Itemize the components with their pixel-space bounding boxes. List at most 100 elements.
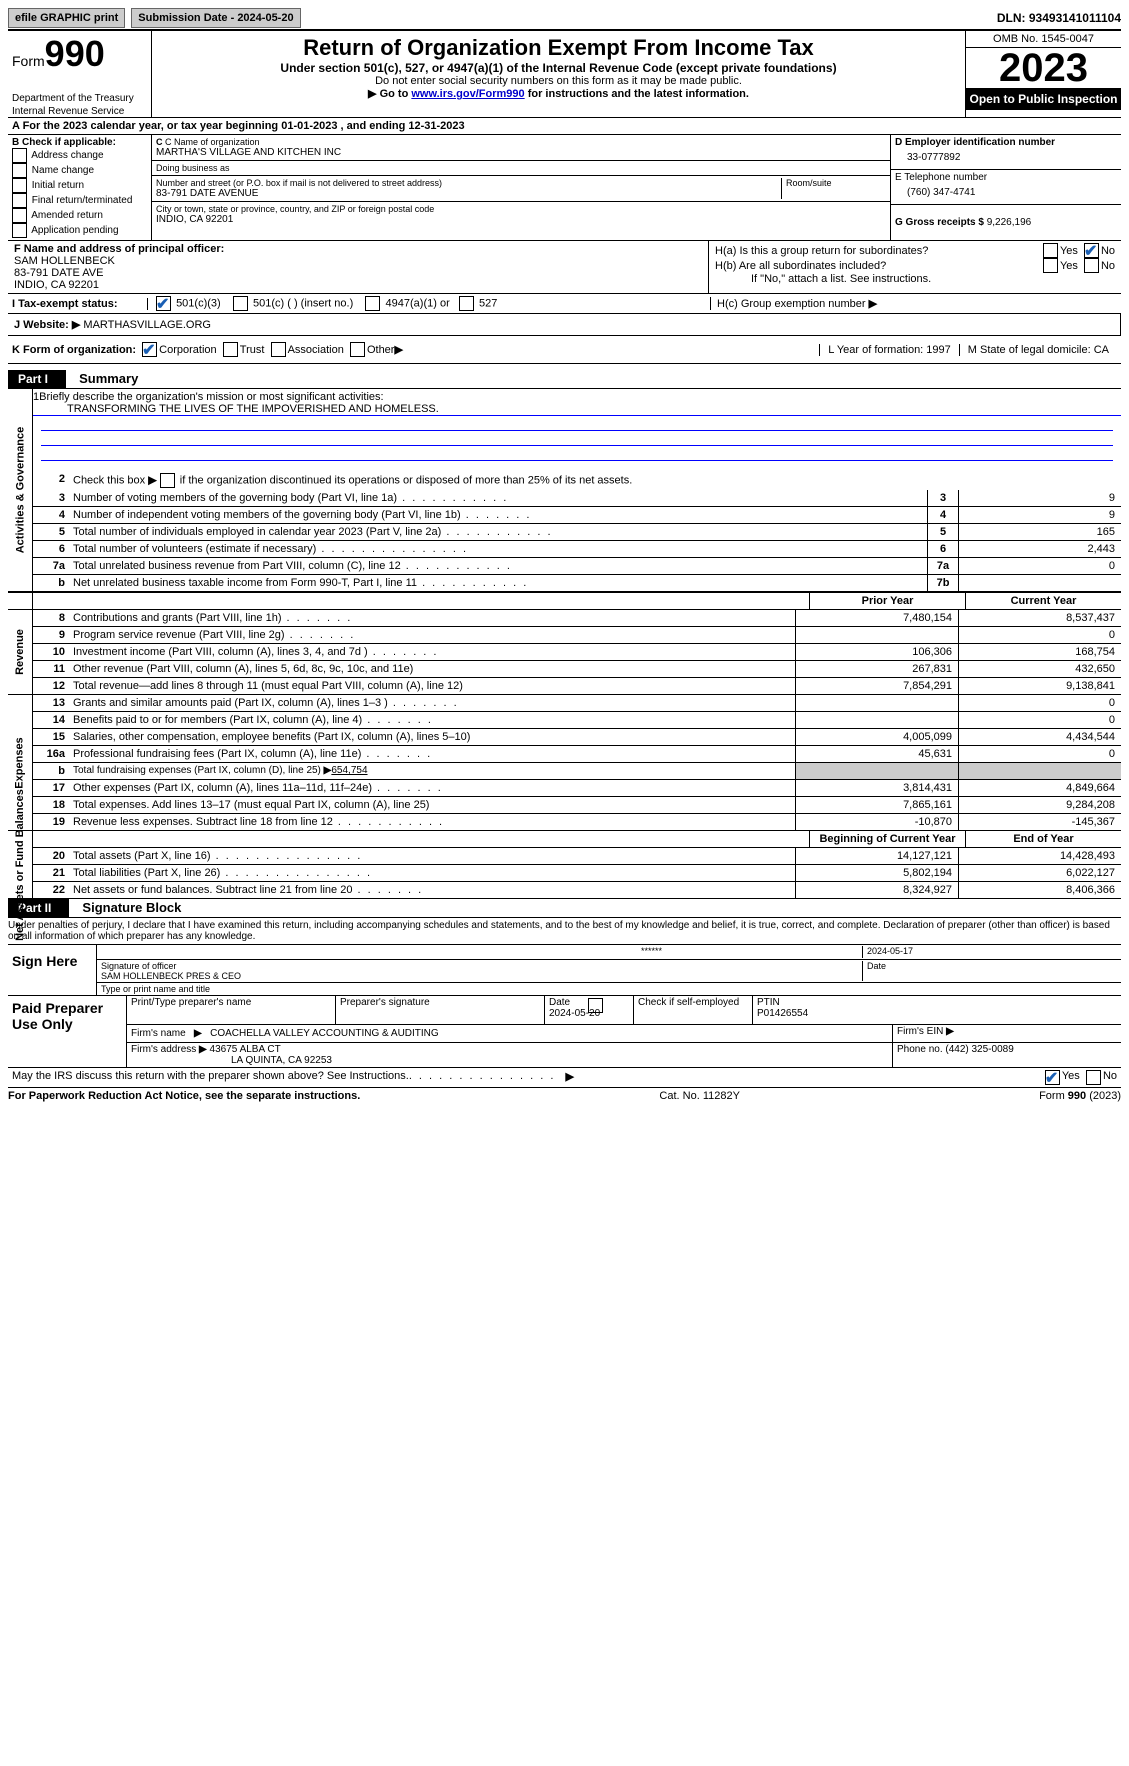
ha-no: No — [1101, 245, 1115, 257]
sig-type-label: Type or print name and title — [97, 983, 1121, 995]
begin-date: 01-01-2023 — [281, 120, 337, 132]
checkbox-line2[interactable] — [160, 473, 175, 488]
line2-suffix: if the organization discontinued its ope… — [177, 474, 633, 486]
sig-officer-name: SAM HOLLENBECK PRES & CEO — [101, 971, 241, 981]
checkbox-initial-return[interactable] — [12, 178, 27, 193]
room-label: Room/suite — [786, 178, 886, 188]
form-subtitle: Under section 501(c), 527, or 4947(a)(1)… — [156, 61, 961, 75]
line14-prior — [795, 712, 958, 728]
col-c: C C Name of organization MARTHA'S VILLAG… — [152, 135, 891, 240]
checkbox-final-return[interactable] — [12, 193, 27, 208]
sign-here-label: Sign Here — [8, 945, 97, 995]
checkbox-hb-no[interactable] — [1084, 258, 1099, 273]
line19-curr: -145,367 — [958, 814, 1121, 830]
line17-curr: 4,849,664 — [958, 780, 1121, 796]
k-label: K Form of organization: — [12, 344, 136, 356]
checkbox-527[interactable] — [459, 296, 474, 311]
line6-value: 2,443 — [958, 541, 1121, 557]
checkbox-self-employed[interactable] — [588, 998, 603, 1013]
line9-label: Program service revenue (Part VIII, line… — [69, 627, 795, 643]
officer-addr1: 83-791 DATE AVE — [14, 267, 702, 279]
line22-prior: 8,324,927 — [795, 882, 958, 898]
line14-curr: 0 — [958, 712, 1121, 728]
firm-name-value: COACHELLA VALLEY ACCOUNTING & AUDITING — [210, 1028, 439, 1039]
checkbox-assoc[interactable] — [271, 342, 286, 357]
line5-label: Total number of individuals employed in … — [69, 524, 927, 540]
line9-prior — [795, 627, 958, 643]
line3-value: 9 — [958, 490, 1121, 506]
hb-label: H(b) Are all subordinates included? — [715, 260, 1043, 272]
line1-label: Briefly describe the organization's miss… — [39, 391, 383, 403]
checkbox-app-pending[interactable] — [12, 223, 27, 238]
opt-address-change: Address change — [31, 150, 103, 161]
section-bcd: B Check if applicable: Address change Na… — [8, 135, 1121, 241]
line18-prior: 7,865,161 — [795, 797, 958, 813]
line16b-shaded-r — [958, 763, 1121, 779]
beg-year-header: Beginning of Current Year — [809, 831, 965, 847]
dba-label: Doing business as — [156, 163, 886, 173]
line16a-prior: 45,631 — [795, 746, 958, 762]
discuss-no: No — [1103, 1070, 1117, 1085]
hb-yes: Yes — [1060, 260, 1078, 272]
checkbox-name-change[interactable] — [12, 163, 27, 178]
checkbox-amended-return[interactable] — [12, 208, 27, 223]
dept-treasury: Department of the Treasury — [12, 93, 147, 104]
end-date: 12-31-2023 — [408, 120, 464, 132]
checkbox-hb-yes[interactable] — [1043, 258, 1058, 273]
col-b: B Check if applicable: Address change Na… — [8, 135, 152, 240]
firm-ein-label: Firm's EIN — [897, 1026, 943, 1037]
efile-button[interactable]: efile GRAPHIC print — [8, 8, 125, 28]
line16b-value: 654,754 — [331, 765, 367, 776]
cat-no: Cat. No. 11282Y — [659, 1090, 740, 1102]
dln: DLN: 93493141011104 — [997, 11, 1121, 25]
sig-date-label: Date — [862, 961, 1117, 981]
line8-label: Contributions and grants (Part VIII, lin… — [69, 610, 795, 626]
firm-addr1: 43675 ALBA CT — [210, 1044, 281, 1055]
officer-addr2: INDIO, CA 92201 — [14, 279, 702, 291]
checkbox-corp[interactable] — [142, 342, 157, 357]
col-d: D Employer identification number 33-0777… — [891, 135, 1121, 240]
firm-addr2: LA QUINTA, CA 92253 — [131, 1055, 332, 1066]
goto-prefix: Go to — [380, 88, 412, 100]
city-label: City or town, state or province, country… — [156, 204, 886, 214]
line12-label: Total revenue—add lines 8 through 11 (mu… — [69, 678, 795, 694]
revenue-section: Revenue 8Contributions and grants (Part … — [8, 610, 1121, 695]
line16b-shaded — [795, 763, 958, 779]
line13-label: Grants and similar amounts paid (Part IX… — [69, 695, 795, 711]
ha-label: H(a) Is this a group return for subordin… — [715, 245, 1043, 257]
checkbox-address-change[interactable] — [12, 148, 27, 163]
tax-year: 2023 — [966, 48, 1121, 88]
line17-label: Other expenses (Part IX, column (A), lin… — [69, 780, 795, 796]
checkbox-501c[interactable] — [233, 296, 248, 311]
checkbox-ha-yes[interactable] — [1043, 243, 1058, 258]
opt-4947: 4947(a)(1) or — [386, 297, 450, 309]
opt-final-return: Final return/terminated — [32, 195, 133, 206]
ein-value: 33-0777892 — [895, 148, 1117, 167]
top-bar: efile GRAPHIC print Submission Date - 20… — [8, 8, 1121, 31]
sign-here-row: Sign Here ****** 2024-05-17 Signature of… — [8, 945, 1121, 996]
opt-501c: 501(c) ( ) (insert no.) — [253, 297, 353, 309]
line13-prior — [795, 695, 958, 711]
website-value: MARTHASVILLAGE.ORG — [83, 319, 211, 331]
firm-phone-label: Phone no. — [897, 1044, 945, 1055]
ha-yes: Yes — [1060, 245, 1078, 257]
checkbox-other[interactable] — [350, 342, 365, 357]
checkbox-discuss-yes[interactable] — [1045, 1070, 1060, 1085]
line4-value: 9 — [958, 507, 1121, 523]
prep-name-label: Print/Type preparer's name — [127, 996, 336, 1024]
checkbox-501c3[interactable] — [156, 296, 171, 311]
opt-other: Other — [367, 344, 395, 356]
line10-prior: 106,306 — [795, 644, 958, 660]
line5-value: 165 — [958, 524, 1121, 540]
opt-527: 527 — [479, 297, 497, 309]
part1-title: Summary — [69, 371, 138, 386]
checkbox-4947[interactable] — [365, 296, 380, 311]
irs-link[interactable]: www.irs.gov/Form990 — [411, 88, 524, 100]
gross-label: G Gross receipts $ — [895, 217, 987, 228]
opt-initial-return: Initial return — [32, 180, 84, 191]
checkbox-ha-no[interactable] — [1084, 243, 1099, 258]
checkbox-discuss-no[interactable] — [1086, 1070, 1101, 1085]
form-header: Form990 Department of the Treasury Inter… — [8, 31, 1121, 118]
opt-name-change: Name change — [32, 165, 94, 176]
checkbox-trust[interactable] — [223, 342, 238, 357]
